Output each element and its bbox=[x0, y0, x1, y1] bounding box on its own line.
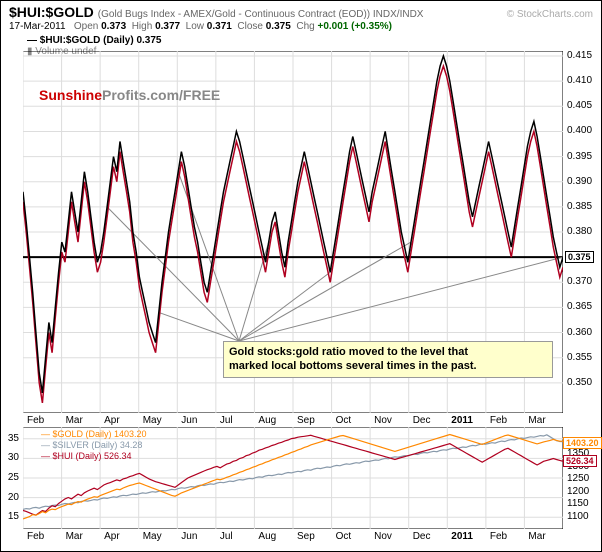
y-tick: 0.360 bbox=[567, 327, 592, 338]
ohlc-line: 17-Mar-2011 Open 0.373 High 0.377 Low 0.… bbox=[9, 21, 593, 32]
x-tick: Dec bbox=[413, 415, 431, 426]
x-tick: Feb bbox=[27, 415, 44, 426]
lower-y-left: 15 20 25 30 35 bbox=[1, 427, 21, 529]
x-tick: Aug bbox=[258, 531, 276, 542]
x-tick: May bbox=[143, 531, 162, 542]
x-tick: Feb bbox=[490, 531, 507, 542]
symbol: $HUI:$GOLD bbox=[9, 4, 94, 20]
subtitle: (Gold Bugs Index - AMEX/Gold - Continuou… bbox=[98, 9, 424, 20]
y-right-tick: 1100 bbox=[567, 511, 589, 522]
x-tick: Jul bbox=[220, 531, 233, 542]
stockcharts-watermark: © StockCharts.com bbox=[507, 9, 593, 20]
chart-container: $HUI:$GOLD (Gold Bugs Index - AMEX/Gold … bbox=[0, 0, 602, 552]
logo-profits: Profits.com/FREE bbox=[102, 87, 220, 103]
x-tick: Mar bbox=[66, 415, 83, 426]
open-label: Open bbox=[74, 21, 98, 32]
y-tick: 0.390 bbox=[567, 176, 592, 187]
y-tick: 0.350 bbox=[567, 377, 592, 388]
high-val: 0.377 bbox=[155, 21, 180, 32]
annotation-line2: marked local bottoms several times in th… bbox=[229, 359, 547, 373]
legend-gold: $GOLD (Daily) 1403.20 bbox=[53, 429, 147, 439]
x-tick: May bbox=[143, 415, 162, 426]
x-tick: Feb bbox=[27, 531, 44, 542]
close-label: Close bbox=[237, 21, 263, 32]
hline-value-badge: 0.375 bbox=[565, 251, 594, 263]
date: 17-Mar-2011 bbox=[9, 21, 66, 32]
y-right-tick: 1200 bbox=[567, 486, 589, 497]
y-tick: 0.405 bbox=[567, 100, 592, 111]
annotation-box: Gold stocks:gold ratio moved to the leve… bbox=[223, 341, 553, 378]
legend-main: $HUI:$GOLD (Daily) 0.375 bbox=[40, 35, 162, 46]
x-tick: Nov bbox=[374, 531, 392, 542]
y-tick: 0.355 bbox=[567, 352, 592, 363]
annotation-line1: Gold stocks:gold ratio moved to the leve… bbox=[229, 345, 547, 359]
x-tick: Dec bbox=[413, 531, 431, 542]
y-left-tick: 20 bbox=[8, 492, 19, 503]
legend-silver: $SILVER (Daily) 34.28 bbox=[53, 440, 143, 450]
y-tick: 0.380 bbox=[567, 226, 592, 237]
x-tick: Jun bbox=[181, 415, 197, 426]
x-tick: Sep bbox=[297, 531, 315, 542]
x-tick: Apr bbox=[104, 415, 120, 426]
x-tick: Oct bbox=[336, 415, 352, 426]
x-tick: Oct bbox=[336, 531, 352, 542]
x-tick: Nov bbox=[374, 415, 392, 426]
chg-label: Chg bbox=[296, 21, 314, 32]
x-tick: Jul bbox=[220, 415, 233, 426]
x-tick: Jun bbox=[181, 531, 197, 542]
y-left-tick: 15 bbox=[8, 511, 19, 522]
y-left-tick: 35 bbox=[8, 433, 19, 444]
legend-hui: $HUI (Daily) 526.34 bbox=[53, 451, 132, 461]
x-tick: Sep bbox=[297, 415, 315, 426]
y-tick: 0.385 bbox=[567, 201, 592, 212]
main-x-axis: Feb Mar Apr May Jun Jul Aug Sep Oct Nov Dec 2011 Feb… bbox=[23, 415, 563, 427]
y-right-tick: 1250 bbox=[567, 473, 589, 484]
y-tick: 0.365 bbox=[567, 301, 592, 312]
x-tick: 2011 bbox=[451, 531, 473, 542]
gold-value-badge: 1403.20 bbox=[563, 437, 602, 449]
x-tick: Mar bbox=[66, 531, 83, 542]
main-y-axis: 0.350 0.355 0.360 0.365 0.370 0.375 0.380 0.385… bbox=[565, 51, 599, 413]
x-tick: 2011 bbox=[451, 415, 473, 426]
x-tick: Feb bbox=[490, 415, 507, 426]
sunshine-profits-logo: SunshineProfits.com/FREE bbox=[39, 87, 220, 103]
y-tick: 0.410 bbox=[567, 75, 592, 86]
y-tick: 0.415 bbox=[567, 50, 592, 61]
low-label: Low bbox=[186, 21, 204, 32]
x-tick: Mar bbox=[528, 415, 545, 426]
hui-value-badge: 526.34 bbox=[563, 455, 597, 467]
x-tick: Apr bbox=[104, 531, 120, 542]
chg-val: +0.001 (+0.35%) bbox=[317, 21, 392, 32]
y-tick: 0.400 bbox=[567, 125, 592, 136]
lower-legend: — $GOLD (Daily) 1403.20 — $SILVER (Daily… bbox=[41, 429, 147, 461]
y-left-tick: 25 bbox=[8, 472, 19, 483]
y-left-tick: 30 bbox=[8, 452, 19, 463]
high-label: High bbox=[132, 21, 153, 32]
y-tick: 0.370 bbox=[567, 276, 592, 287]
close-val: 0.375 bbox=[266, 21, 291, 32]
open-val: 0.373 bbox=[101, 21, 126, 32]
lower-x-axis: Feb Mar Apr May Jun Jul Aug Sep Oct Nov Dec 2011 Feb… bbox=[23, 531, 563, 543]
y-tick: 0.395 bbox=[567, 151, 592, 162]
x-tick: Mar bbox=[528, 531, 545, 542]
y-right-tick: 1150 bbox=[567, 498, 589, 509]
low-val: 0.371 bbox=[207, 21, 232, 32]
x-tick: Aug bbox=[258, 415, 276, 426]
logo-sunshine: Sunshine bbox=[39, 87, 102, 103]
